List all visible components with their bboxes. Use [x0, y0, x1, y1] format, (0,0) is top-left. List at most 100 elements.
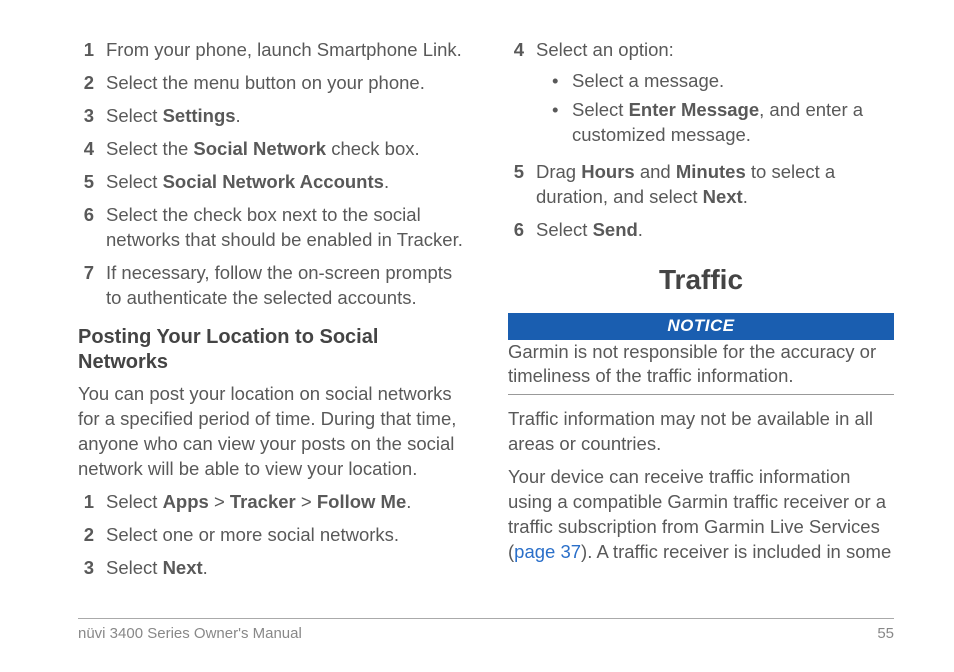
footer-page-number: 55: [877, 625, 894, 642]
text-run: check box.: [326, 138, 420, 159]
step-number: 5: [78, 170, 106, 195]
step-body: Select the Social Network check box.: [106, 137, 464, 162]
bullet-body: Select a message.: [572, 69, 894, 94]
text-run: Select the menu button on your phone.: [106, 72, 425, 93]
text-run: Select: [106, 557, 163, 578]
text-run: If necessary, follow the on-screen promp…: [106, 262, 452, 308]
text-run: .: [743, 186, 748, 207]
bullet-body: Select Enter Message, and enter a custom…: [572, 98, 894, 148]
step-number: 3: [78, 556, 106, 581]
list-item: 1From your phone, launch Smartphone Link…: [78, 38, 464, 63]
paragraph-availability: Traffic information may not be available…: [508, 407, 894, 457]
text-run: .: [406, 491, 411, 512]
step-number: 6: [508, 218, 536, 243]
text-run: Select one or more social networks.: [106, 524, 399, 545]
step-body: Select the menu button on your phone.: [106, 71, 464, 96]
text-run: Select the: [106, 138, 193, 159]
step-body: Select the check box next to the social …: [106, 203, 464, 253]
list-item: 7If necessary, follow the on-screen prom…: [78, 261, 464, 311]
text-run: Send: [593, 219, 638, 240]
step-number: 1: [78, 490, 106, 515]
text-run: From your phone, launch Smartphone Link.: [106, 39, 462, 60]
list-item: 3Select Next.: [78, 556, 464, 581]
subheading-posting-location: Posting Your Location to Social Networks: [78, 325, 464, 376]
step-number: 4: [508, 38, 536, 152]
text-run: Social Network Accounts: [163, 171, 384, 192]
list-item: 6Select Send.: [508, 218, 894, 243]
step-number: 4: [78, 137, 106, 162]
step-body: Select Social Network Accounts.: [106, 170, 464, 195]
paragraph-receiver: Your device can receive traffic informat…: [508, 465, 894, 565]
list-item: 3Select Settings.: [78, 104, 464, 129]
list-item: 4 Select an option: •Select a message.•S…: [508, 38, 894, 152]
paragraph-intro: You can post your location on social net…: [78, 382, 464, 482]
left-column: 1From your phone, launch Smartphone Link…: [78, 38, 464, 618]
step-number: 2: [78, 523, 106, 548]
text-run: Follow Me: [317, 491, 406, 512]
text-run: .: [638, 219, 643, 240]
list-item: 5Drag Hours and Minutes to select a dura…: [508, 160, 894, 210]
text-run: Select: [536, 219, 593, 240]
page-footer: nüvi 3400 Series Owner's Manual 55: [78, 618, 894, 642]
step-body: Select Settings.: [106, 104, 464, 129]
list-item: 2Select one or more social networks.: [78, 523, 464, 548]
text-run: Social Network: [193, 138, 326, 159]
manual-page: 1From your phone, launch Smartphone Link…: [0, 0, 954, 672]
text-run: Select: [106, 491, 163, 512]
step-number: 3: [78, 104, 106, 129]
text-run: .: [384, 171, 389, 192]
bullet-item: •Select Enter Message, and enter a custo…: [552, 98, 894, 148]
bullet-marker: •: [552, 69, 572, 94]
notice-body-text: Garmin is not responsible for the accura…: [508, 340, 894, 396]
text-run: Select: [572, 99, 629, 120]
bullet-list: •Select a message.•Select Enter Message,…: [536, 69, 894, 148]
text-run: and: [635, 161, 676, 182]
step-body: Select Send.: [536, 218, 894, 243]
step-number: 1: [78, 38, 106, 63]
text-run: Apps: [163, 491, 209, 512]
bullet-item: •Select a message.: [552, 69, 894, 94]
text-run: Hours: [581, 161, 634, 182]
list-item: 6Select the check box next to the social…: [78, 203, 464, 253]
text-run: Next: [703, 186, 743, 207]
text-run: >: [209, 491, 230, 512]
ordered-list-2: 1Select Apps > Tracker > Follow Me.2Sele…: [78, 490, 464, 581]
two-column-layout: 1From your phone, launch Smartphone Link…: [78, 38, 894, 618]
text-run: Select: [106, 105, 163, 126]
text-run: Select: [106, 171, 163, 192]
ordered-list-1: 1From your phone, launch Smartphone Link…: [78, 38, 464, 311]
text-run: Select a message.: [572, 70, 724, 91]
step-lead-text: Select an option:: [536, 38, 894, 63]
step-body: Select Apps > Tracker > Follow Me.: [106, 490, 464, 515]
text-run: Enter Message: [629, 99, 760, 120]
chapter-heading-traffic: Traffic: [508, 261, 894, 299]
text-run: Drag: [536, 161, 581, 182]
text-run: Tracker: [230, 491, 296, 512]
step-number: 6: [78, 203, 106, 253]
step-number: 2: [78, 71, 106, 96]
page-link[interactable]: page 37: [514, 541, 581, 562]
step-number: 7: [78, 261, 106, 311]
text-run: Select the check box next to the social …: [106, 204, 463, 250]
step-body: From your phone, launch Smartphone Link.: [106, 38, 464, 63]
footer-title: nüvi 3400 Series Owner's Manual: [78, 625, 302, 642]
bullet-marker: •: [552, 98, 572, 148]
list-item: 5Select Social Network Accounts.: [78, 170, 464, 195]
step-body: If necessary, follow the on-screen promp…: [106, 261, 464, 311]
text-run: .: [236, 105, 241, 126]
text-run: ). A traffic receiver is included in som…: [581, 541, 891, 562]
step-body: Drag Hours and Minutes to select a durat…: [536, 160, 894, 210]
text-run: Minutes: [676, 161, 746, 182]
text-run: .: [203, 557, 208, 578]
list-item: 2Select the menu button on your phone.: [78, 71, 464, 96]
step-body: Select an option: •Select a message.•Sel…: [536, 38, 894, 152]
step-body: Select one or more social networks.: [106, 523, 464, 548]
text-run: >: [296, 491, 317, 512]
list-item: 4Select the Social Network check box.: [78, 137, 464, 162]
step-body: Select Next.: [106, 556, 464, 581]
text-run: Settings: [163, 105, 236, 126]
step-number: 5: [508, 160, 536, 210]
right-column: 4 Select an option: •Select a message.•S…: [508, 38, 894, 618]
list-item: 1Select Apps > Tracker > Follow Me.: [78, 490, 464, 515]
notice-banner: NOTICE: [508, 313, 894, 340]
